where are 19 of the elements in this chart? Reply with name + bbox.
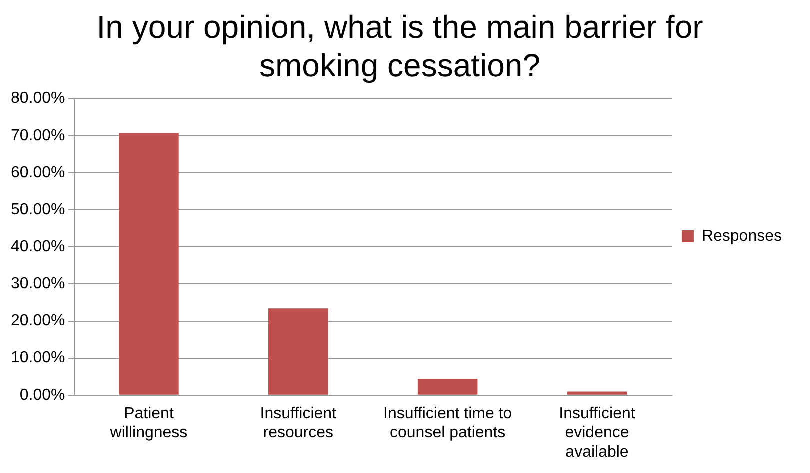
legend-label: Responses [702,228,782,245]
x-tick-label: Insufficient time to counsel patients [383,405,512,442]
y-tick-label: 80.00% [11,90,66,108]
y-tick-label: 50.00% [11,201,66,218]
chart-title: In your opinion, what is the main barrier for smoking cessation? [96,9,704,84]
y-tick-label: 40.00% [11,238,66,256]
bar [567,392,628,395]
y-tick-label: 60.00% [11,164,66,182]
y-tick-label: 70.00% [11,127,66,144]
bar [268,308,328,395]
y-tick-label: 0.00% [20,386,66,404]
x-tick-label: Insufficient evidence available [559,405,636,461]
bar [418,379,478,395]
y-tick-label: 10.00% [11,350,66,367]
bar [119,133,179,395]
y-tick-label: 30.00% [11,276,66,293]
x-tick-label: Patient willingness [109,405,188,442]
y-tick-label: 20.00% [11,312,66,330]
x-tick-label: Insufficient resources [260,405,338,442]
